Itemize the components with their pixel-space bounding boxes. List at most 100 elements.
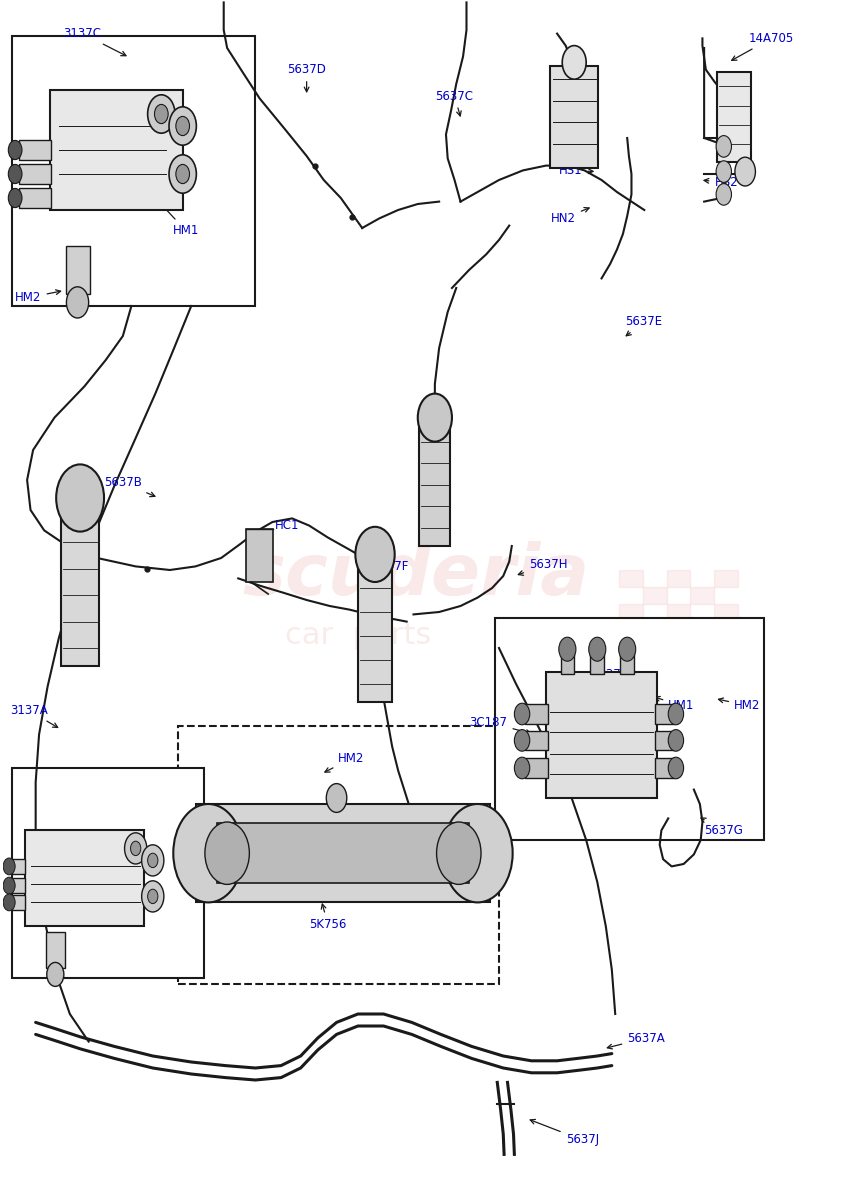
Bar — [590, 650, 604, 674]
Text: 14A705: 14A705 — [732, 32, 794, 60]
Circle shape — [589, 637, 606, 661]
Circle shape — [437, 822, 481, 884]
Bar — [524, 758, 547, 778]
Bar — [178, 726, 499, 984]
Circle shape — [66, 287, 88, 318]
Circle shape — [326, 784, 347, 812]
Text: HN2: HN2 — [551, 208, 589, 224]
Circle shape — [735, 157, 755, 186]
Bar — [196, 804, 491, 902]
Text: 5637B: 5637B — [104, 476, 155, 497]
Bar — [495, 618, 764, 840]
Bar — [715, 637, 739, 654]
Circle shape — [9, 140, 22, 160]
Circle shape — [716, 184, 732, 205]
Text: HB1: HB1 — [408, 824, 439, 847]
Circle shape — [142, 845, 164, 876]
Text: 5637H: 5637H — [518, 558, 567, 575]
Circle shape — [3, 894, 15, 911]
Text: HN1: HN1 — [558, 128, 596, 145]
Bar — [715, 570, 739, 587]
Text: HC1: HC1 — [268, 520, 299, 540]
Bar — [550, 66, 598, 168]
Bar — [667, 570, 691, 587]
Circle shape — [9, 188, 22, 208]
Bar — [619, 637, 643, 654]
Bar — [619, 604, 643, 620]
Text: HM2: HM2 — [718, 698, 760, 712]
Bar — [667, 604, 691, 620]
Circle shape — [154, 104, 168, 124]
Bar — [12, 36, 256, 306]
Circle shape — [355, 527, 395, 582]
Bar — [524, 731, 547, 750]
Bar — [560, 650, 574, 674]
Circle shape — [668, 757, 684, 779]
Circle shape — [716, 136, 732, 157]
Circle shape — [176, 164, 190, 184]
Text: 5637J: 5637J — [530, 1120, 599, 1146]
Bar — [656, 731, 674, 750]
Circle shape — [514, 703, 529, 725]
Text: 5637F: 5637F — [361, 560, 408, 583]
Bar — [19, 140, 51, 160]
Text: HM2: HM2 — [325, 752, 365, 772]
Circle shape — [56, 464, 104, 532]
Circle shape — [559, 637, 576, 661]
Text: HS2: HS2 — [704, 176, 738, 188]
Text: 3137B: 3137B — [591, 668, 629, 680]
Text: 5637G: 5637G — [701, 818, 743, 836]
Text: scuderia: scuderia — [243, 541, 589, 611]
Bar — [643, 587, 667, 604]
Text: 5K756: 5K756 — [309, 904, 347, 930]
Text: HM1: HM1 — [161, 205, 199, 236]
Circle shape — [514, 757, 529, 779]
Bar — [12, 768, 204, 978]
Circle shape — [148, 889, 158, 904]
Circle shape — [619, 637, 636, 661]
Bar — [715, 604, 739, 620]
Bar — [643, 620, 667, 637]
Circle shape — [668, 730, 684, 751]
Text: HB1: HB1 — [480, 824, 506, 840]
Bar — [12, 895, 26, 910]
Circle shape — [169, 107, 196, 145]
Text: 5637A: 5637A — [607, 1032, 665, 1049]
Bar — [65, 246, 89, 294]
Circle shape — [47, 962, 63, 986]
Circle shape — [3, 858, 15, 875]
Text: 3C187: 3C187 — [469, 716, 531, 734]
Text: car  parts: car parts — [285, 622, 432, 650]
Bar — [667, 637, 691, 654]
Circle shape — [3, 877, 15, 894]
Bar — [420, 426, 450, 546]
Circle shape — [148, 95, 175, 133]
Bar — [12, 859, 26, 874]
Bar — [656, 704, 674, 724]
Circle shape — [148, 853, 158, 868]
Text: HM2: HM2 — [7, 894, 49, 908]
Text: 5637C: 5637C — [436, 90, 474, 116]
Text: HM1: HM1 — [119, 851, 148, 871]
Bar — [50, 90, 183, 210]
Bar — [246, 529, 274, 582]
Bar — [546, 672, 657, 798]
Circle shape — [205, 822, 250, 884]
Circle shape — [9, 164, 22, 184]
Circle shape — [130, 841, 141, 856]
Text: HS1: HS1 — [559, 164, 593, 176]
Bar — [691, 620, 715, 637]
Bar — [46, 932, 64, 968]
Text: HB1: HB1 — [253, 868, 277, 888]
Bar — [691, 587, 715, 604]
Circle shape — [176, 116, 190, 136]
Text: 3137C: 3137C — [63, 28, 126, 55]
Bar — [620, 650, 634, 674]
Circle shape — [169, 155, 196, 193]
Bar — [19, 164, 51, 184]
Circle shape — [142, 881, 164, 912]
Bar — [619, 570, 643, 587]
Circle shape — [443, 804, 512, 902]
Bar — [656, 758, 674, 778]
Circle shape — [514, 730, 529, 751]
